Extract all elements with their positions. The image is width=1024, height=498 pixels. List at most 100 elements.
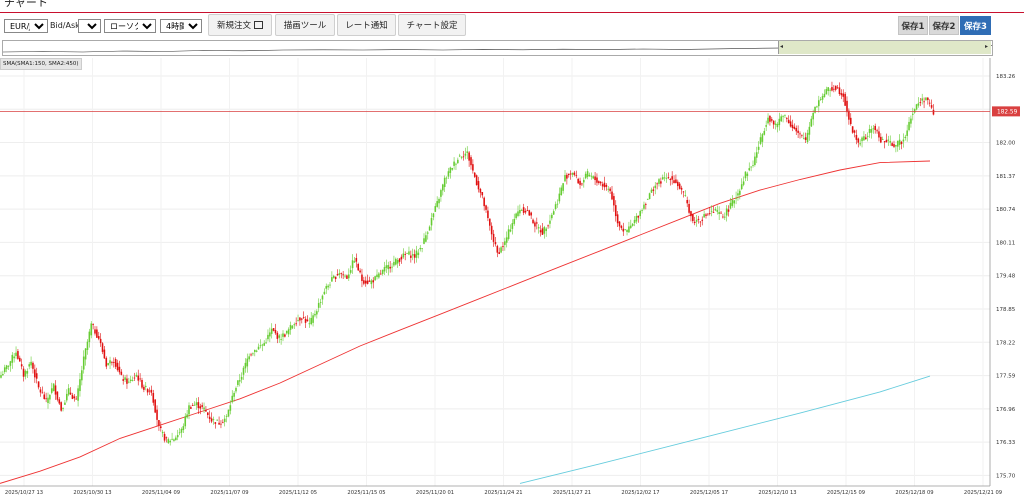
candle-up (225, 416, 228, 417)
candle-up (500, 247, 502, 253)
candle-up (630, 225, 632, 228)
candle-up (806, 132, 809, 142)
timeframe-select[interactable]: 4時間足 (160, 19, 202, 33)
candle-up (351, 260, 354, 269)
candle-down (599, 181, 602, 184)
navigator-selection-window[interactable] (778, 41, 991, 54)
candle-down (616, 214, 619, 224)
candle-up (144, 385, 147, 387)
candle-up (912, 113, 914, 115)
candle-down (113, 362, 115, 363)
candle-up (237, 380, 239, 386)
candlestick-chart[interactable]: 183.26182.63182.00181.37180.74180.11179.… (0, 58, 1024, 498)
candle-up (107, 363, 109, 366)
navigator-left-arrow-icon[interactable]: ◂ (780, 43, 784, 50)
candle-up (64, 402, 66, 405)
candle-down (637, 215, 640, 218)
chart-type-select[interactable]: ローソク足 (104, 19, 156, 33)
candle-up (396, 260, 399, 264)
candle-down (708, 213, 711, 214)
candle-up (417, 252, 420, 255)
currency-pair-select[interactable]: EUR/JPY (4, 19, 48, 33)
candle-up (383, 267, 386, 272)
candle-up (881, 139, 884, 140)
candle-up (455, 163, 457, 165)
candle-up (750, 166, 752, 168)
candle-down (885, 139, 888, 143)
save-slot-2-button[interactable]: 保存2 (929, 16, 959, 35)
y-tick-label: 180.74 (996, 207, 1016, 213)
window-title: チャート (4, 0, 48, 9)
x-tick-label: 2025/11/24 21 (484, 490, 522, 496)
candle-up (323, 291, 326, 295)
candle-up (184, 416, 187, 427)
candle-up (765, 125, 767, 127)
candle-down (71, 394, 74, 399)
candle-up (551, 214, 553, 219)
candle-down (302, 317, 305, 319)
candle-up (195, 402, 198, 406)
candle-up (754, 156, 756, 166)
bid-ask-select[interactable]: Ask (78, 19, 101, 33)
candle-up (2, 374, 4, 376)
candle-up (178, 432, 181, 434)
x-tick-label: 2025/12/10 13 (758, 490, 796, 496)
candle-up (742, 181, 745, 185)
candle-up (393, 261, 395, 266)
candle-up (378, 273, 380, 278)
candle-up (908, 121, 910, 131)
candle-up (411, 254, 414, 256)
candle-up (193, 404, 196, 406)
candle-up (519, 209, 521, 214)
candle-down (355, 258, 358, 262)
candle-down (801, 134, 803, 136)
candle-up (716, 210, 719, 212)
candle-down (479, 189, 482, 193)
candle-down (569, 173, 572, 175)
candle-down (699, 221, 702, 223)
candle-up (385, 265, 388, 268)
candle-down (45, 398, 47, 400)
candle-down (678, 183, 681, 189)
current-price-label: 182.59 (997, 110, 1018, 116)
candle-down (250, 354, 252, 356)
candle-up (229, 405, 232, 411)
candle-down (541, 228, 544, 235)
candle-down (789, 121, 792, 127)
candle-down (152, 393, 155, 403)
candle-up (421, 248, 423, 250)
new-order-button[interactable]: 新規注文 (208, 14, 272, 36)
candle-up (639, 211, 641, 217)
candle-down (191, 405, 194, 406)
candle-up (188, 405, 190, 415)
drawing-tools-label: 描画ツール (283, 21, 327, 31)
candle-up (665, 178, 668, 179)
candle-down (494, 242, 497, 245)
candle-up (180, 428, 183, 433)
candle-down (197, 402, 200, 409)
save-slot-1-button[interactable]: 保存1 (898, 16, 928, 35)
candle-up (737, 193, 739, 196)
candle-up (902, 139, 905, 142)
candle-up (242, 367, 245, 375)
candle-up (560, 187, 563, 196)
navigator-right-arrow-icon[interactable]: ▸ (985, 43, 989, 50)
candle-down (842, 93, 845, 97)
candle-up (434, 206, 437, 212)
candle-up (586, 171, 589, 177)
candle-down (671, 176, 673, 180)
chart-settings-button[interactable]: チャート設定 (398, 14, 466, 36)
candle-up (0, 375, 2, 378)
candle-down (118, 366, 121, 373)
candle-up (280, 339, 282, 340)
save-slot-3-button[interactable]: 保存3 (960, 16, 991, 35)
candle-up (821, 96, 824, 100)
candle-up (558, 193, 561, 202)
candle-up (447, 171, 450, 177)
candle-up (744, 171, 747, 179)
candle-down (605, 184, 608, 187)
drawing-tools-button[interactable]: 描画ツール (275, 14, 335, 36)
candle-up (297, 320, 299, 321)
rate-alert-button[interactable]: レート通知 (337, 14, 396, 36)
candle-down (795, 127, 798, 132)
